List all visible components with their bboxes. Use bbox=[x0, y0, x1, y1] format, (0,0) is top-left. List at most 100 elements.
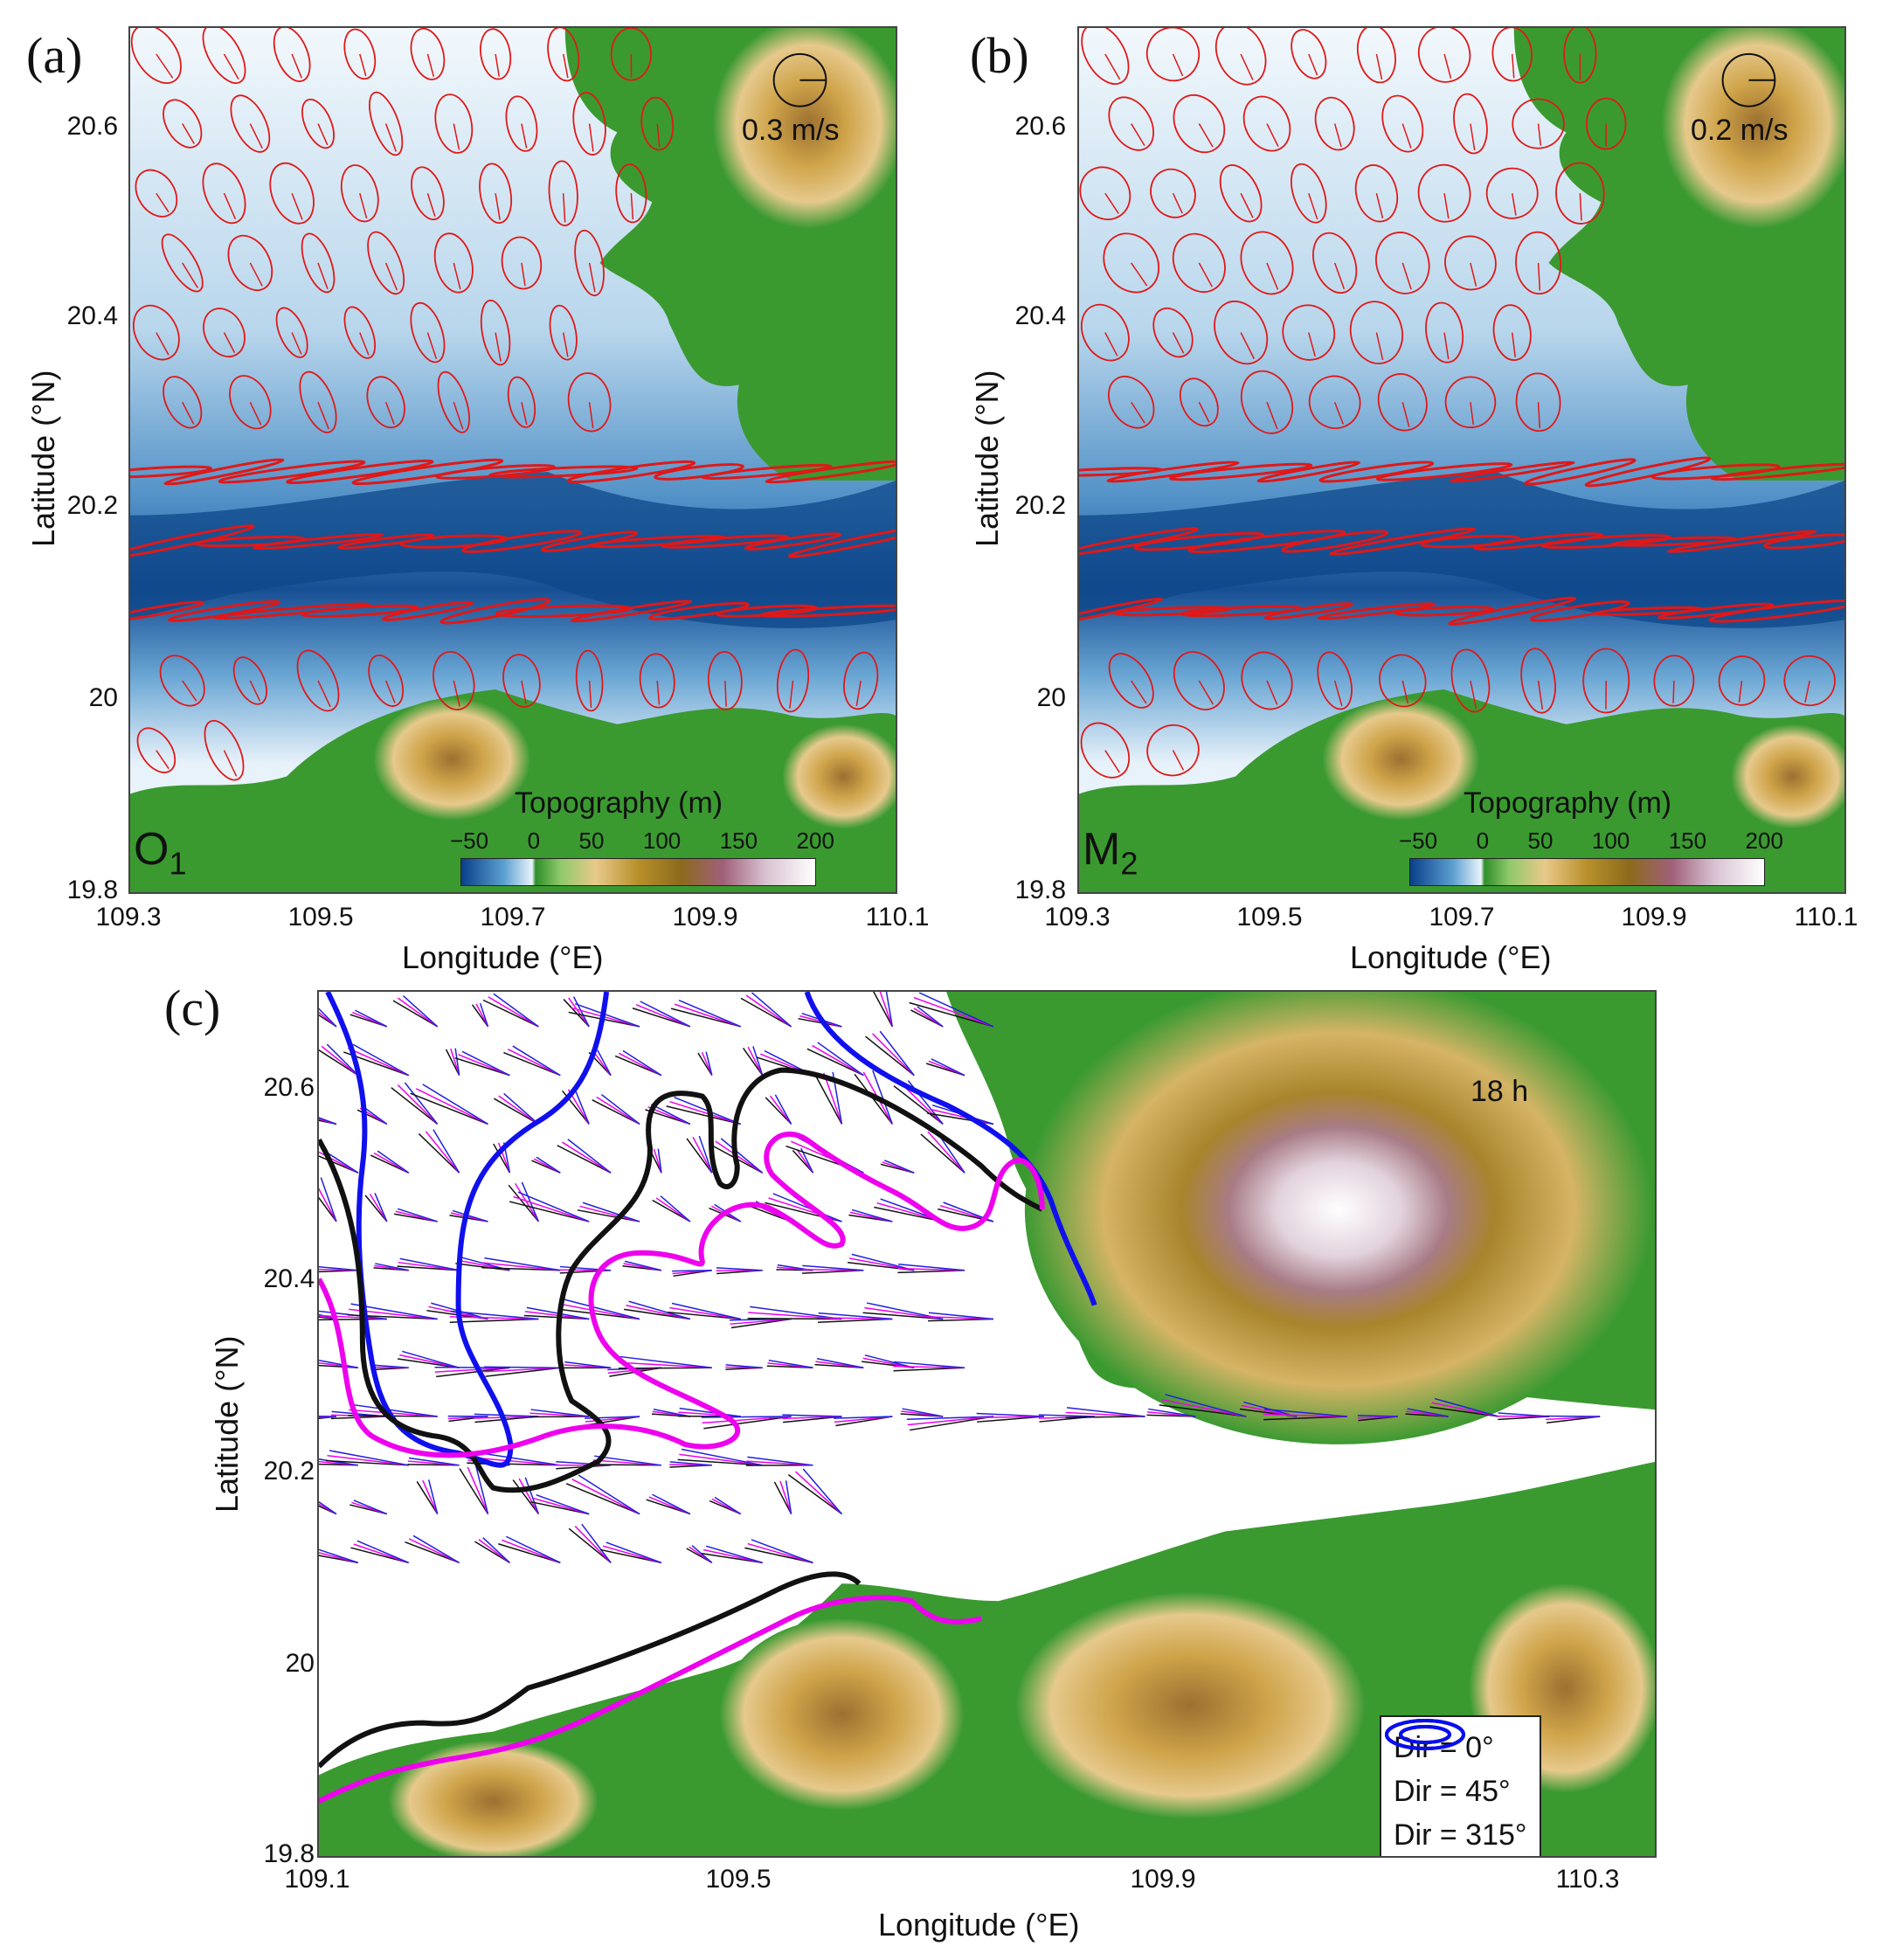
current-arrow bbox=[454, 1048, 460, 1076]
x-tick: 109.7 bbox=[480, 903, 546, 932]
current-arrow bbox=[582, 1202, 640, 1222]
x-tick: 109.7 bbox=[1429, 903, 1495, 932]
current-arrow bbox=[364, 1195, 388, 1222]
tidal-ellipse bbox=[572, 92, 606, 156]
current-arrow bbox=[679, 1407, 741, 1417]
tidal-ellipse bbox=[1444, 376, 1497, 429]
tidal-ellipse bbox=[432, 650, 475, 710]
current-arrow bbox=[452, 1209, 488, 1222]
current-arrow bbox=[402, 994, 439, 1028]
ellipse-phase-line bbox=[563, 332, 569, 357]
tidal-ellipse bbox=[301, 232, 336, 294]
y-axis-title: Latitude (°N) bbox=[25, 370, 61, 547]
tidal-ellipse bbox=[351, 458, 504, 486]
tidal-ellipse bbox=[570, 599, 693, 623]
constituent-letter: M bbox=[1083, 824, 1121, 875]
x-tick: 110.1 bbox=[1794, 903, 1858, 932]
current-arrow bbox=[1065, 1411, 1145, 1417]
tidal-ellipse bbox=[1453, 93, 1488, 155]
current-arrow bbox=[752, 1046, 764, 1076]
tidal-ellipse bbox=[1282, 304, 1336, 361]
ellipse-phase-line bbox=[521, 680, 527, 704]
current-arrow bbox=[391, 1087, 439, 1125]
ellipse-phase-line bbox=[1172, 53, 1184, 77]
current-arrow bbox=[467, 1466, 489, 1514]
tidal-ellipse bbox=[1145, 28, 1201, 82]
current-arrow bbox=[319, 1268, 358, 1271]
x-tick: 109.5 bbox=[705, 1865, 772, 1894]
ellipse-phase-line bbox=[1104, 192, 1119, 214]
current-arrow bbox=[512, 1479, 539, 1515]
ellipse-phase-line bbox=[1537, 123, 1542, 146]
current-arrow bbox=[879, 992, 893, 1028]
current-arrow bbox=[350, 1547, 409, 1564]
ellipse-phase-line bbox=[426, 332, 438, 359]
ellipse-phase-line bbox=[1401, 402, 1410, 427]
current-arrow bbox=[474, 1416, 539, 1419]
current-arrow bbox=[918, 992, 994, 1028]
current-arrow bbox=[565, 1483, 640, 1515]
current-arrow bbox=[474, 1416, 539, 1423]
current-arrow bbox=[319, 1463, 358, 1466]
ellipse-phase-line bbox=[521, 402, 528, 426]
ellipse-phase-line bbox=[1401, 123, 1412, 149]
tidal-ellipse bbox=[1417, 28, 1471, 83]
ellipse-phase-line bbox=[1401, 262, 1412, 290]
tidal-ellipse bbox=[1214, 301, 1269, 365]
current-arrow bbox=[1148, 1408, 1196, 1417]
tidal-ellipse bbox=[1708, 599, 1844, 623]
current-arrow bbox=[484, 1257, 561, 1271]
current-arrow bbox=[410, 1092, 488, 1125]
tidal-ellipse bbox=[163, 99, 203, 149]
tidal-ellipse bbox=[1080, 722, 1131, 779]
ellipse-phase-line bbox=[249, 123, 263, 149]
current-arrow bbox=[865, 1035, 915, 1077]
current-arrow bbox=[653, 1409, 691, 1417]
current-arrow bbox=[703, 1416, 792, 1430]
tidal-ellipse bbox=[1291, 163, 1327, 224]
current-arrow bbox=[319, 1461, 358, 1466]
tidal-ellipse bbox=[433, 232, 474, 294]
current-arrow bbox=[1431, 1402, 1499, 1417]
tidal-ellipse bbox=[1555, 162, 1605, 225]
current-arrow bbox=[503, 1051, 561, 1077]
map-canvas bbox=[1079, 28, 1844, 892]
ellipse-phase-line bbox=[1172, 192, 1183, 214]
current-arrow bbox=[823, 1072, 843, 1125]
current-arrow bbox=[434, 1367, 510, 1373]
hill-south-east bbox=[782, 724, 896, 829]
tidal-ellipse bbox=[1492, 304, 1532, 361]
current-arrow bbox=[353, 1499, 388, 1515]
tidal-ellipse bbox=[639, 653, 675, 709]
current-arrow bbox=[701, 1553, 763, 1564]
current-arrow bbox=[779, 1480, 792, 1514]
mountain-north bbox=[1024, 992, 1652, 1444]
current-arrow bbox=[927, 1131, 965, 1174]
ellipse-phase-line bbox=[521, 262, 526, 287]
current-arrow bbox=[872, 1033, 915, 1077]
tidal-ellipse bbox=[547, 28, 580, 82]
current-arrow bbox=[872, 1070, 893, 1125]
current-arrow bbox=[624, 1308, 690, 1320]
tidal-ellipse bbox=[1425, 301, 1464, 364]
current-arrow bbox=[976, 1412, 1044, 1417]
current-arrow bbox=[802, 1264, 864, 1271]
tidal-ellipse bbox=[1256, 461, 1361, 483]
current-arrow bbox=[720, 1138, 764, 1174]
ellipse-phase-line bbox=[1266, 680, 1278, 705]
current-arrow bbox=[484, 1366, 561, 1369]
current-arrow bbox=[624, 1260, 662, 1271]
current-arrow bbox=[319, 1011, 337, 1028]
tidal-ellipse bbox=[479, 163, 513, 225]
current-arrow bbox=[505, 1535, 561, 1564]
colorbar-tick: 200 bbox=[1745, 828, 1783, 854]
tidal-ellipse bbox=[502, 654, 541, 708]
current-arrow bbox=[701, 1051, 713, 1076]
current-arrow bbox=[422, 1084, 488, 1125]
ellipse-phase-line bbox=[359, 332, 370, 356]
ellipse-phase-line bbox=[359, 193, 368, 219]
current-arrow bbox=[425, 1131, 460, 1174]
tidal-ellipse bbox=[1375, 462, 1513, 481]
tidal-ellipse bbox=[1356, 28, 1396, 84]
tidal-ellipse bbox=[411, 166, 445, 221]
